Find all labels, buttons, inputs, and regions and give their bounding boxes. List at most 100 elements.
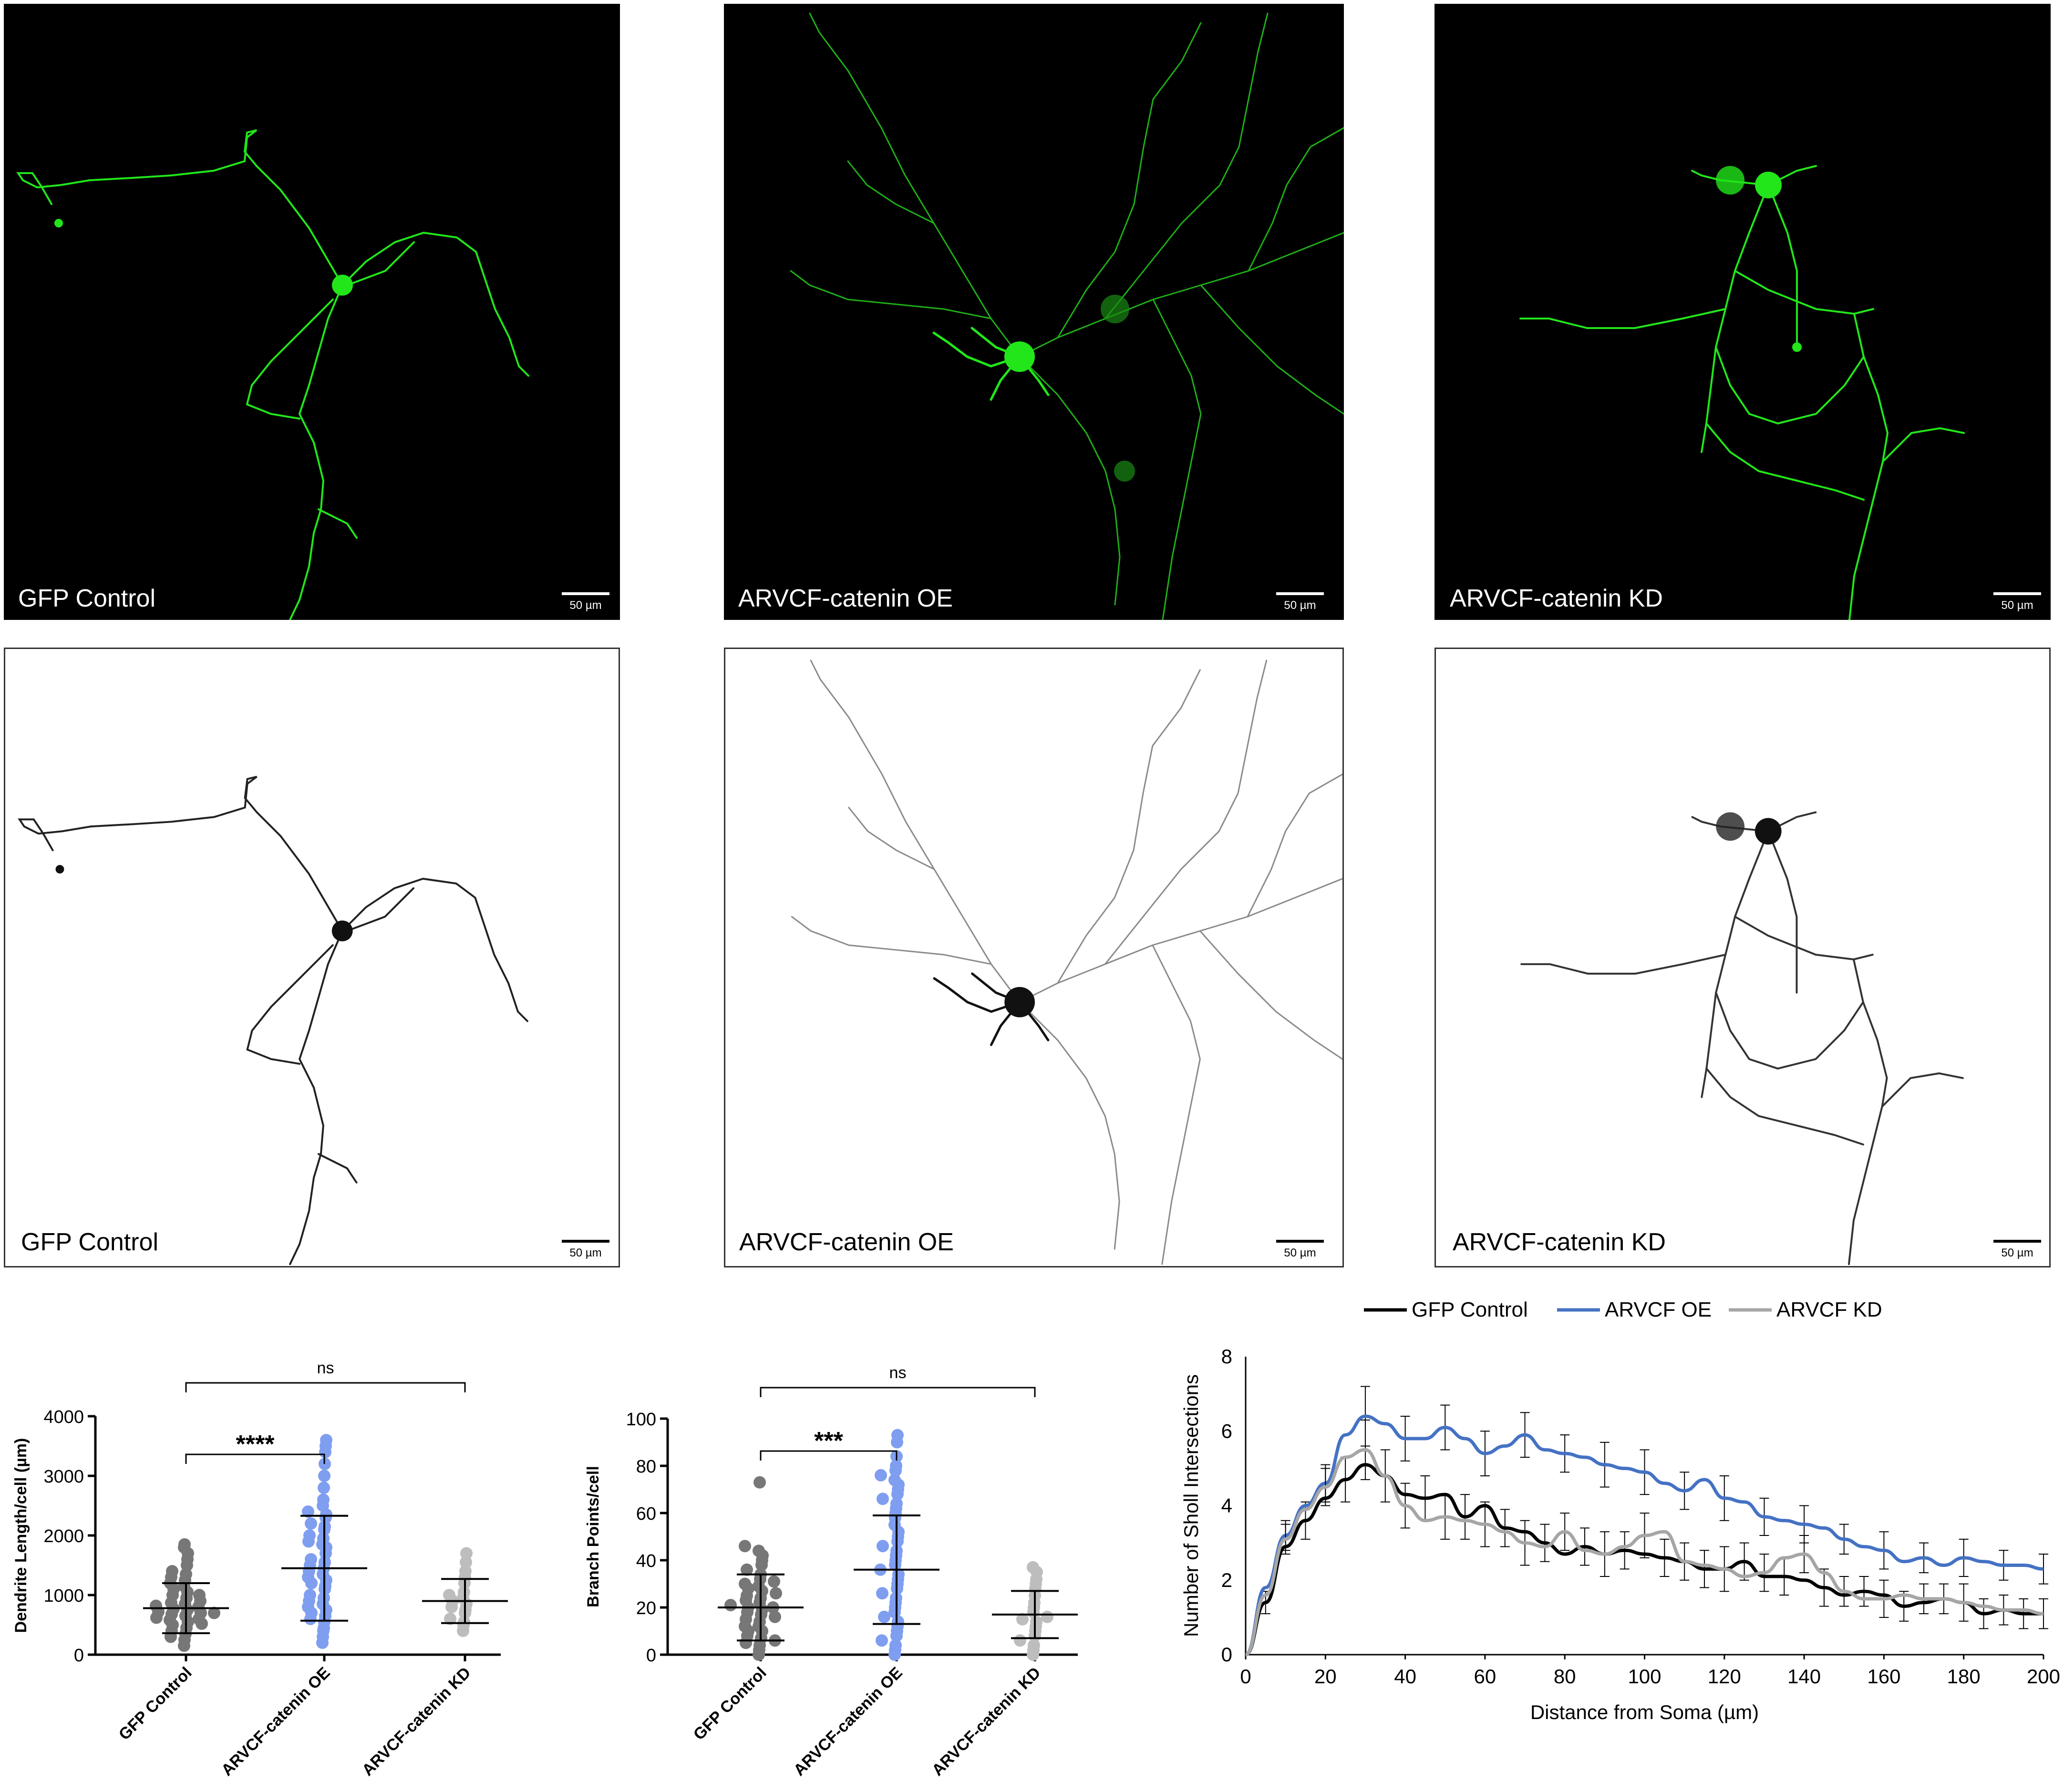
x-tick-label: ARVCF-catenin OE: [790, 1664, 906, 1780]
x-tick-label: 160: [1867, 1665, 1900, 1688]
significance-bracket: [761, 1388, 1035, 1397]
data-point: [305, 1517, 317, 1530]
micrograph-bottom-3: [1434, 648, 2051, 1267]
neuron-tracing: [724, 4, 1344, 620]
data-point: [739, 1578, 751, 1590]
legend-label: GFP Control: [1412, 1298, 1528, 1321]
x-tick-label: 120: [1708, 1665, 1741, 1688]
y-tick-label: 2: [1221, 1569, 1232, 1591]
y-tick-label: 80: [636, 1457, 656, 1477]
scale-bar: 50 µm: [1276, 1240, 1324, 1260]
panel-label: ARVCF-catenin KD: [1453, 1228, 1666, 1256]
y-tick-label: 60: [636, 1504, 656, 1524]
data-point: [877, 1493, 889, 1505]
y-tick-label: 0: [646, 1646, 656, 1666]
scale-bar: 50 µm: [562, 592, 609, 612]
data-point: [318, 1470, 330, 1482]
scale-bar: 50 µm: [562, 1240, 609, 1260]
micrograph-top-2: [724, 4, 1344, 620]
significance-label: ***: [814, 1427, 843, 1455]
y-tick-label: 6: [1221, 1420, 1232, 1442]
micrograph-top-3: [1434, 4, 2051, 620]
data-point: [150, 1600, 162, 1612]
y-tick-label: 0: [1221, 1643, 1232, 1666]
y-tick-label: 8: [1221, 1345, 1232, 1368]
y-tick-label: 1000: [43, 1586, 84, 1606]
legend-label: ARVCF OE: [1605, 1298, 1712, 1321]
x-tick-label: GFP Control: [115, 1664, 196, 1744]
data-point: [876, 1587, 888, 1599]
x-tick-label: GFP Control: [690, 1664, 770, 1744]
x-tick-label: 20: [1314, 1665, 1337, 1688]
legend-label: ARVCF KD: [1776, 1298, 1882, 1321]
data-point: [1027, 1561, 1039, 1574]
scale-bar-label: 50 µm: [1993, 1246, 2041, 1260]
panel-label: ARVCF-catenin OE: [739, 1228, 954, 1256]
x-tick-label: 80: [1554, 1665, 1576, 1688]
neuron-tracing: [1434, 4, 2051, 620]
charts-region: 0 1000 2000 3000 4000 Dendrite Length/cell (µ…: [0, 1287, 2064, 1790]
y-tick-label: 40: [636, 1551, 656, 1571]
data-point: [178, 1538, 191, 1551]
data-point: [320, 1434, 332, 1446]
neuron-tracing: [4, 4, 620, 620]
data-point: [753, 1476, 766, 1489]
data-point: [318, 1482, 330, 1494]
data-point: [724, 1599, 737, 1611]
scale-bar-label: 50 µm: [1276, 1246, 1324, 1260]
data-point: [193, 1589, 206, 1601]
x-tick-label: ARVCF-catenin KD: [929, 1664, 1044, 1780]
scale-bar: 50 µm: [1993, 1240, 2041, 1260]
dot-plot-1: 0 1000 2000 3000 4000 Dendrite Length/cell (µ…: [12, 1359, 508, 1780]
scale-bar-label: 50 µm: [562, 599, 609, 612]
data-point: [166, 1565, 178, 1577]
x-tick-label: 0: [1240, 1665, 1251, 1688]
data-point: [305, 1553, 317, 1565]
x-tick-label: 100: [1628, 1665, 1661, 1688]
micrograph-top-1: [4, 4, 620, 620]
panel-label: GFP Control: [21, 1228, 158, 1256]
y-tick-label: 4000: [43, 1407, 84, 1427]
dot-plot-2: 0 20 40 60 80 100 Branch Points/cell GFP Contro…: [584, 1364, 1078, 1780]
scale-bar-label: 50 µm: [562, 1246, 609, 1260]
data-point: [875, 1469, 887, 1482]
data-point: [739, 1540, 751, 1552]
data-point: [877, 1540, 889, 1552]
data-point: [1041, 1611, 1053, 1623]
micrograph-bottom-2: [724, 648, 1344, 1267]
x-tick-label: ARVCF-catenin KD: [359, 1664, 475, 1780]
data-point: [304, 1589, 316, 1601]
y-tick-label: 20: [636, 1598, 656, 1618]
y-tick-label: 3000: [43, 1467, 84, 1487]
data-point: [317, 1493, 330, 1506]
scale-bar: 50 µm: [1993, 592, 2041, 612]
y-axis-label: Number of Sholl Intersections: [1180, 1374, 1202, 1637]
significance-label: ns: [889, 1364, 907, 1382]
y-tick-label: 100: [626, 1410, 656, 1430]
y-axis-label: Dendrite Length/cell (µm): [12, 1438, 30, 1633]
micrograph-bottom-1: [4, 648, 620, 1267]
x-tick-label: ARVCF-catenin OE: [218, 1664, 334, 1780]
neuron-tracing-inverted: [725, 649, 1342, 1266]
significance-label: ****: [236, 1431, 275, 1458]
scale-bar-label: 50 µm: [1993, 599, 2041, 612]
data-point: [443, 1589, 455, 1601]
x-axis-label: Distance from Soma (µm): [1530, 1701, 1759, 1723]
panel-label: ARVCF-catenin KD: [1450, 584, 1663, 613]
scale-bar-label: 50 µm: [1276, 599, 1324, 612]
data-point: [460, 1547, 473, 1560]
neuron-tracing-inverted: [1436, 649, 2049, 1266]
neuron-tracing-inverted: [5, 649, 619, 1266]
data-point: [1014, 1634, 1026, 1647]
panel-label: GFP Control: [18, 584, 155, 613]
x-tick-label: 200: [2027, 1665, 2060, 1688]
data-point: [753, 1545, 765, 1557]
x-tick-label: 140: [1787, 1665, 1821, 1688]
scale-bar: 50 µm: [1276, 592, 1324, 612]
significance-bracket: [186, 1383, 465, 1392]
data-point: [891, 1429, 904, 1442]
y-tick-label: 0: [74, 1646, 84, 1666]
data-point: [876, 1634, 888, 1647]
y-tick-label: 2000: [43, 1526, 84, 1546]
